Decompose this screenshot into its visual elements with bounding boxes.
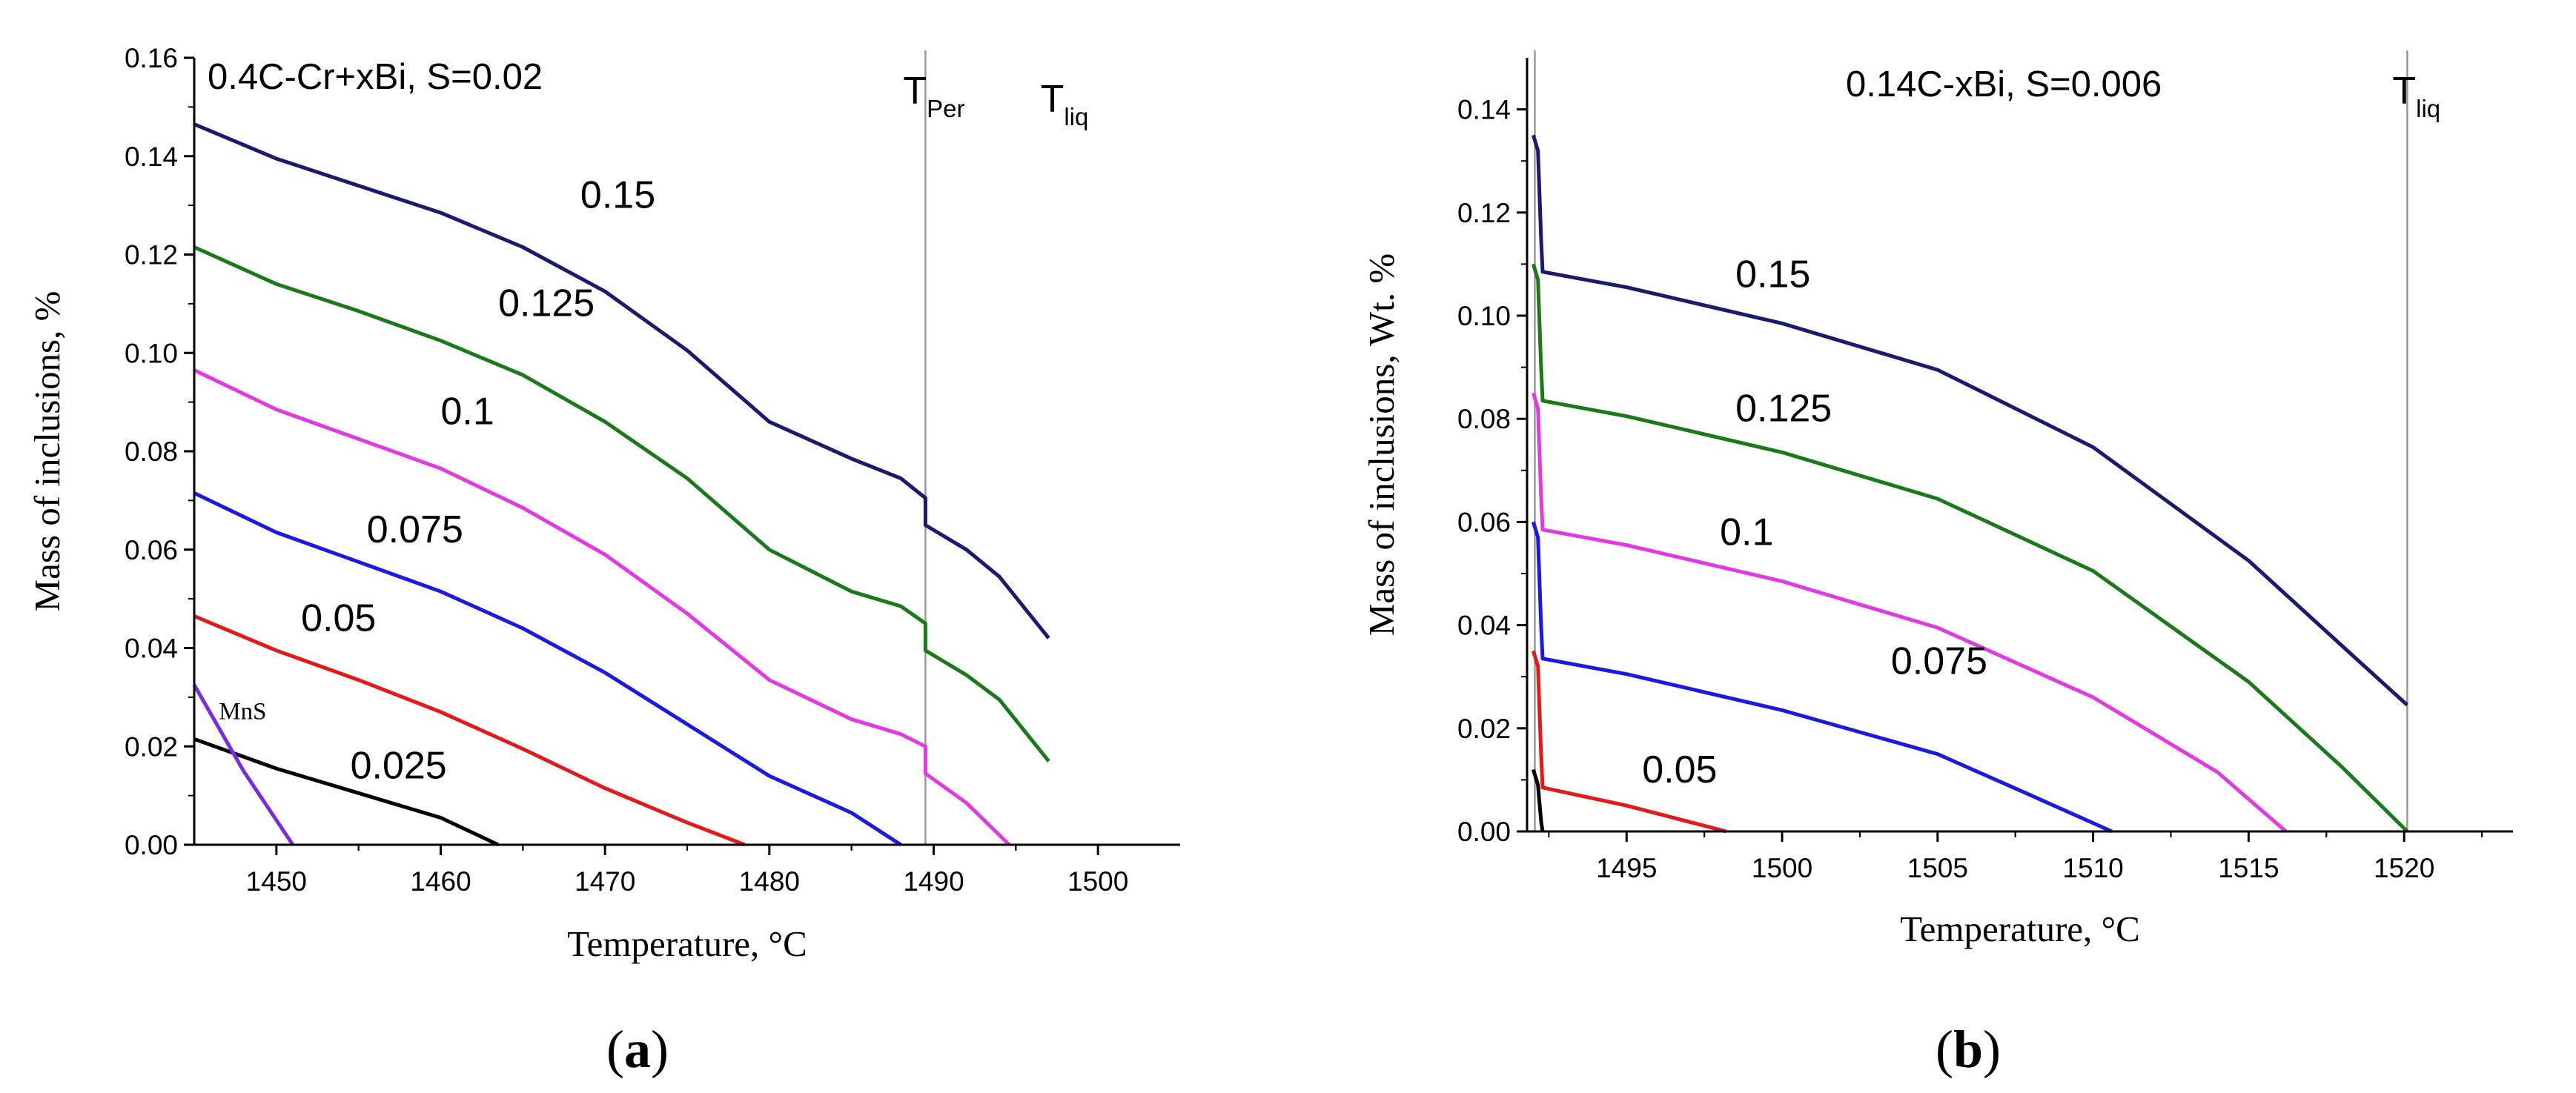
y-tick-label: 0.10 <box>125 338 178 368</box>
panel-letter-b: b <box>1953 1020 1983 1079</box>
y-tick-label: 0.06 <box>1457 507 1511 537</box>
series-label: 0.125 <box>1735 388 1832 431</box>
axes-b: 0.00 0.02 0.04 0.06 0.08 0.10 0.12 0.14 1495 1500… <box>1457 58 2513 883</box>
y-tick-label: 0.08 <box>125 436 178 467</box>
plot-area-b: Tliq 0.15 0.125 0.1 0.075 0.05 <box>1532 50 2440 834</box>
y-tick-label: 0.02 <box>125 731 178 762</box>
series-label: 0.15 <box>1735 253 1810 296</box>
series-label: 0.05 <box>301 597 376 639</box>
chart-panel-a: TPer Tliq 0.15 0.125 0.1 0.075 0.05 0.025 MnS 0.… <box>27 43 1180 964</box>
panel-label-b: (b) <box>1936 1020 2001 1079</box>
series-line-0_075 <box>193 491 902 847</box>
x-tick-label: 1510 <box>2062 853 2123 883</box>
y-tick-label: 0.04 <box>125 634 178 664</box>
chart-title-b: 0.14C-xBi, S=0.006 <box>1846 64 2162 104</box>
series-line-0_025 <box>1532 768 1545 832</box>
x-tick-label: 1470 <box>575 866 635 897</box>
series-label: 0.075 <box>1891 640 1987 683</box>
x-tick-label: 1480 <box>739 866 800 897</box>
y-tick-label: 0.14 <box>1457 95 1511 125</box>
panel-label-a: (a) <box>606 1020 669 1079</box>
series-line-0_15 <box>1532 134 2409 707</box>
series-label: 0.1 <box>441 390 494 433</box>
panel-letter-a: a <box>624 1020 651 1079</box>
y-tick-label: 0.12 <box>125 240 178 270</box>
chart-title-a: 0.4C-Cr+xBi, S=0.02 <box>208 57 543 97</box>
y-tick-label: 0.08 <box>1457 404 1511 434</box>
y-tick-label: 0.12 <box>1457 198 1511 228</box>
y-tick-label: 0.06 <box>125 535 178 565</box>
x-tick-label: 1490 <box>903 866 964 897</box>
x-tick-label: 1520 <box>2374 853 2434 883</box>
y-tick-label: 0.04 <box>1457 611 1511 641</box>
series-line-0_1 <box>1532 392 2288 833</box>
y-axis-title-b: Mass of inclusions, Wt. % <box>1361 253 1402 636</box>
axes-a: 0.00 0.02 0.04 0.06 0.08 0.10 0.12 0.14 0.16 1450… <box>125 43 1180 897</box>
series-label: 0.15 <box>580 173 655 216</box>
y-tick-label: 0.02 <box>1457 714 1511 744</box>
x-axis-title-b: Temperature, °C <box>1900 908 2140 949</box>
x-tick-label: 1495 <box>1596 853 1657 883</box>
series-label: MnS <box>219 699 266 725</box>
y-tick-label: 0.10 <box>1457 301 1511 331</box>
series-label: 0.05 <box>1642 748 1717 791</box>
series-line-0_15 <box>193 122 1050 639</box>
series-label: 0.025 <box>351 744 447 787</box>
series-line-0_125 <box>1532 263 2409 833</box>
x-tick-label: 1460 <box>410 866 471 897</box>
y-tick-label: 0.14 <box>125 142 178 172</box>
x-axis-title-a: Temperature, °C <box>567 923 807 964</box>
series-label: 0.075 <box>367 508 463 551</box>
liquidus-label: Tliq <box>1041 78 1089 130</box>
series-label: 0.1 <box>1720 511 1773 554</box>
x-tick-label: 1500 <box>1752 853 1812 883</box>
x-tick-label: 1450 <box>246 866 307 897</box>
series-label: 0.125 <box>498 282 595 325</box>
series-line-0_05 <box>193 614 746 847</box>
y-axis-title-a: Mass of inclusions, % <box>27 291 67 612</box>
series-line-0_05 <box>1532 650 1727 834</box>
y-tick-label: 0.00 <box>125 830 178 860</box>
y-tick-label: 0.00 <box>1457 817 1511 847</box>
series-line-MnS <box>192 684 295 846</box>
series-line-0_125 <box>193 245 1050 763</box>
x-tick-label: 1515 <box>2218 853 2279 883</box>
temperature-marker-label: Tliq <box>2392 70 2440 122</box>
x-tick-label: 1500 <box>1067 866 1128 897</box>
y-tick-label: 0.16 <box>125 43 178 73</box>
x-tick-label: 1505 <box>1907 853 1968 883</box>
series-line-0_075 <box>1532 521 2113 834</box>
plot-area-a: TPer Tliq 0.15 0.125 0.1 0.075 0.05 0.025 MnS <box>192 50 1089 847</box>
series-line-0_025 <box>193 737 500 847</box>
temperature-marker-label: TPer <box>903 70 964 122</box>
series-line-0_1 <box>193 368 1011 846</box>
